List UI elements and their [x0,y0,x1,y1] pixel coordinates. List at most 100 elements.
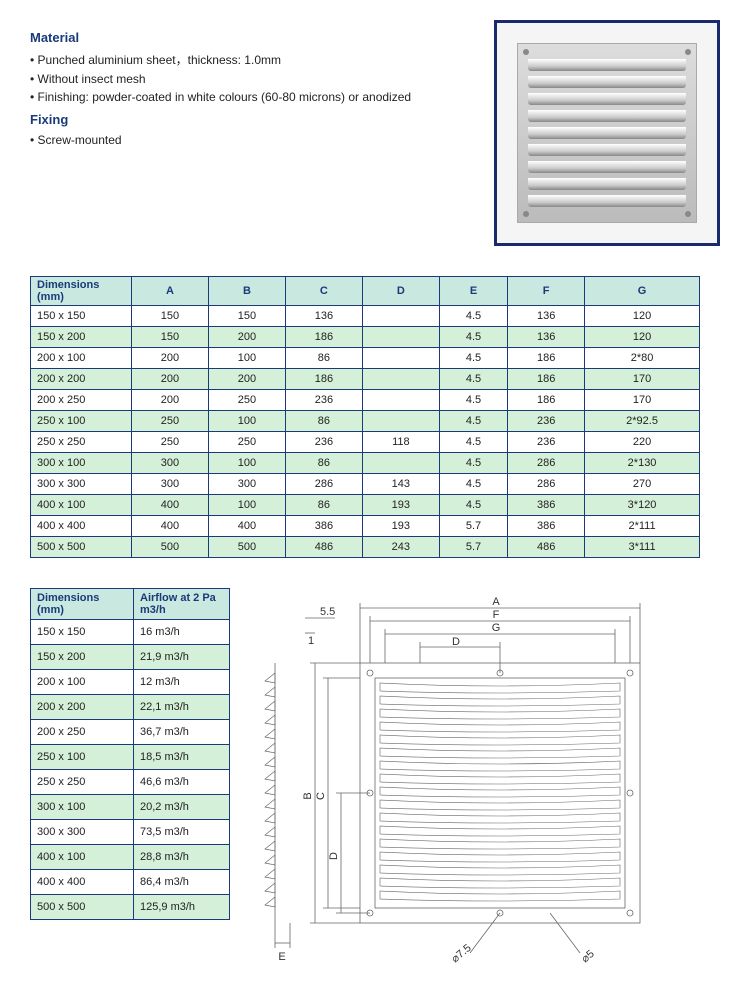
cell: 250 [132,432,209,453]
cell: 400 [208,516,285,537]
cell: 243 [362,537,439,558]
cell: 186 [285,369,362,390]
header-section: Material • Punched aluminium sheet，thick… [30,20,720,246]
cell: 86 [285,411,362,432]
cell: 118 [362,432,439,453]
dim-label-E: E [278,951,285,963]
cell: 200 [132,390,209,411]
dim-d5: ⌀5 [579,948,596,965]
cell: 250 x 250 [31,432,132,453]
air-header-flow: Airflow at 2 Pa m3/h [134,589,230,620]
table-row: 250 x 100250100864.52362*92.5 [31,411,700,432]
cell [362,453,439,474]
cell: 400 x 400 [31,516,132,537]
col-header: D [362,277,439,306]
cell: 250 x 100 [31,745,134,770]
material-bullet: • Finishing: powder-coated in white colo… [30,90,474,104]
cell: 21,9 m3/h [134,645,230,670]
cell: 300 x 100 [31,453,132,474]
dim-55: 5.5 [320,606,335,618]
cell: 200 x 100 [31,348,132,369]
cell: 300 [132,474,209,495]
material-bullet: • Punched aluminium sheet，thickness: 1.0… [30,51,474,68]
cell: 12 m3/h [134,670,230,695]
cell [362,369,439,390]
cell: 400 x 100 [31,845,134,870]
cell: 486 [508,537,585,558]
cell: 150 [132,327,209,348]
cell: 4.5 [439,495,507,516]
cell: 250 x 250 [31,770,134,795]
grille-icon [517,43,697,223]
cell: 400 x 400 [31,870,134,895]
cell: 100 [208,348,285,369]
cell: 186 [508,390,585,411]
cell: 200 [132,369,209,390]
table-row: 200 x 2002002001864.5186170 [31,369,700,390]
cell: 386 [508,495,585,516]
cell: 400 [132,495,209,516]
cell: 20,2 m3/h [134,795,230,820]
dim-label-D2: D [328,852,340,860]
cell: 120 [585,306,700,327]
dim-header: Dimensions (mm) [31,277,132,306]
cell: 400 x 100 [31,495,132,516]
cell: 18,5 m3/h [134,745,230,770]
cell: 3*120 [585,495,700,516]
cell: 300 x 100 [31,795,134,820]
dim-label-D: D [452,636,460,648]
material-title: Material [30,30,474,45]
cell: 386 [508,516,585,537]
cell: 200 [132,348,209,369]
cell: 4.5 [439,474,507,495]
cell: 36,7 m3/h [134,720,230,745]
table-row: 200 x 20022,1 m3/h [31,695,230,720]
cell: 250 [208,390,285,411]
dimensions-table: Dimensions (mm) A B C D E F G 150 x 1501… [30,276,700,558]
cell: 73,5 m3/h [134,820,230,845]
cell: 250 [132,411,209,432]
cell [362,306,439,327]
cell: 236 [508,432,585,453]
air-header-dim: Dimensions (mm) [31,589,134,620]
cell: 193 [362,516,439,537]
cell: 200 x 250 [31,390,132,411]
cell: 100 [208,495,285,516]
cell: 170 [585,390,700,411]
cell: 286 [508,453,585,474]
cell: 4.5 [439,327,507,348]
cell: 136 [508,327,585,348]
dim-d75: ⌀7.5 [449,942,474,965]
dim-label-A: A [492,596,500,608]
cell: 86 [285,495,362,516]
cell: 136 [285,306,362,327]
dim-label-B: B [302,792,314,799]
col-header: C [285,277,362,306]
table-row: 300 x 3003003002861434.5286270 [31,474,700,495]
bottom-section: Dimensions (mm) Airflow at 2 Pa m3/h 150… [30,588,720,968]
cell: 500 [132,537,209,558]
table-row: 150 x 20021,9 m3/h [31,645,230,670]
cell: 5.7 [439,537,507,558]
cell: 3*111 [585,537,700,558]
cell: 200 x 250 [31,720,134,745]
cell: 150 x 200 [31,645,134,670]
cell: 16 m3/h [134,620,230,645]
table-row: 300 x 30073,5 m3/h [31,820,230,845]
cell: 2*130 [585,453,700,474]
cell: 120 [585,327,700,348]
cell: 150 [132,306,209,327]
product-photo [494,20,720,246]
cell: 4.5 [439,306,507,327]
spec-text: Material • Punched aluminium sheet，thick… [30,20,474,246]
cell: 193 [362,495,439,516]
table-row: 400 x 10028,8 m3/h [31,845,230,870]
cell: 46,6 m3/h [134,770,230,795]
cell: 250 [208,432,285,453]
cell: 170 [585,369,700,390]
cell: 300 x 300 [31,474,132,495]
dim-label-C: C [315,792,327,800]
cell: 4.5 [439,453,507,474]
cell: 150 x 200 [31,327,132,348]
cell: 186 [285,327,362,348]
